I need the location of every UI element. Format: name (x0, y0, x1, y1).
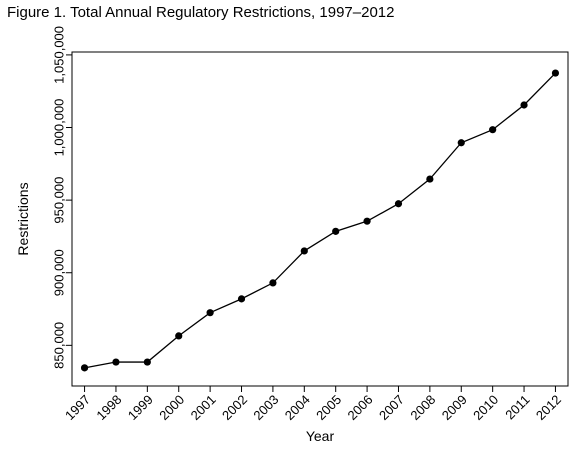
x-tick-label: 2005 (313, 392, 344, 423)
x-tick-label: 2009 (439, 392, 470, 423)
figure-title: Figure 1. Total Annual Regulatory Restri… (7, 4, 395, 21)
x-tick-label: 2007 (376, 392, 407, 423)
x-tick-label: 2002 (219, 392, 250, 423)
x-tick-label: 1999 (125, 392, 156, 423)
data-point-2012 (551, 69, 560, 77)
data-point-1997 (80, 364, 89, 372)
x-axis: 1997 1998 1999 2000 2001 2002 2003 2004 2005 2006… (62, 386, 564, 423)
x-tick-label: 2004 (282, 392, 313, 423)
x-tick-label: 1997 (62, 392, 93, 423)
y-axis: 850,000 900,000 950,000 1,000,000 1,050,000 (51, 26, 72, 369)
data-point-2008 (426, 175, 434, 183)
x-tick-label: 2011 (502, 392, 532, 422)
x-tick-label: 2008 (407, 392, 438, 423)
data-point-1998 (112, 358, 120, 366)
y-tick-label: 900,000 (51, 249, 66, 296)
data-point-2010 (489, 126, 497, 134)
series-line (84, 72, 556, 369)
x-tick-label: 2000 (156, 392, 187, 423)
y-tick-label: 850,000 (51, 322, 66, 369)
x-tick-label: 2012 (533, 392, 564, 423)
y-axis-label: Restrictions (15, 182, 31, 255)
y-tick-label: 1,000,000 (51, 99, 66, 157)
data-point-2006 (363, 217, 371, 225)
data-point-2002 (237, 295, 246, 303)
data-point-2004 (300, 247, 308, 255)
data-point-2001 (206, 309, 214, 317)
y-tick-label: 1,050,000 (51, 26, 66, 84)
data-point-2005 (332, 227, 340, 235)
data-point-2011 (520, 101, 528, 109)
x-tick-label: 2010 (470, 392, 501, 423)
plot-frame (71, 51, 569, 387)
data-points (80, 69, 560, 372)
data-point-2003 (269, 279, 277, 287)
data-point-1999 (143, 358, 151, 366)
x-tick-label: 2001 (188, 392, 219, 423)
data-point-2009 (457, 139, 465, 147)
x-axis-label: Year (306, 428, 335, 444)
data-point-2007 (394, 200, 403, 208)
y-tick-label: 950,000 (51, 177, 66, 224)
data-point-2000 (175, 332, 183, 340)
x-tick-label: 2003 (250, 392, 281, 423)
x-tick-label: 1998 (93, 392, 124, 423)
x-tick-label: 2006 (345, 392, 376, 423)
